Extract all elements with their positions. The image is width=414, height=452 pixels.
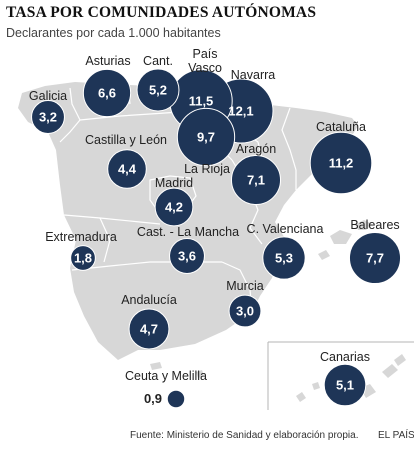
canarias-shape [296,392,306,402]
value-galicia: 3,2 [39,110,57,125]
value-baleares: 7,7 [366,251,384,266]
value-asturias: 6,6 [98,86,116,101]
value-cantabria: 5,2 [149,83,167,98]
baleares-shape [330,230,352,244]
label-ceuta-y-melilla: Ceuta y Melilla [125,369,207,383]
ceuta-melilla-shape [150,362,162,370]
bubble-murcia [228,294,262,328]
bubble-castilla-la-mancha [169,238,205,274]
baleares-shape [356,220,372,230]
bubble-canarias [323,363,367,407]
bubble-cataluna [309,131,373,195]
label-madrid: Madrid [155,176,193,190]
label-line-pais-vasco: País [192,47,217,61]
label-cataluna: Cataluña [316,120,366,134]
bubble-la-rioja [176,107,236,167]
bubble-asturias [82,68,132,118]
value-navarra: 12,1 [228,104,253,119]
label-cantabria: Cant. [143,54,173,68]
bubble-extremadura [70,245,96,271]
baleares-shape [318,250,330,260]
label-c-valenciana: C. Valenciana [247,222,324,236]
value-castilla-la-mancha: 3,6 [178,249,196,264]
value-castilla-y-leon: 4,4 [118,162,137,177]
value-c-valenciana: 5,3 [275,251,293,266]
bubble-cantabria [136,68,180,112]
bubble-aragon [230,154,282,206]
value-andalucia: 4,7 [140,322,158,337]
value-canarias: 5,1 [336,378,354,393]
bubble-galicia [31,100,65,134]
label-castilla-y-leon: Castilla y León [85,133,167,147]
peninsula-shape [18,82,358,360]
bubble-c-valenciana [262,236,306,280]
value-pais-vasco: 11,5 [189,94,214,109]
source-note: Fuente: Ministerio de Sanidad y elaborac… [130,430,359,441]
bubble-ceuta-y-melilla [166,389,186,409]
map-title: TASA POR COMUNIDADES AUTÓNOMAS [6,4,317,21]
bubble-baleares [348,231,402,285]
label-aragon: Aragón [236,142,276,156]
label-andalucia: Andalucía [121,293,177,307]
value-madrid: 4,2 [165,200,183,215]
value-aragon: 7,1 [247,173,265,188]
label-baleares: Baleares [350,218,399,232]
label-line-pais-vasco: Vasco [188,61,222,75]
map-subtitle: Declarantes por cada 1.000 habitantes [6,26,221,40]
canarias-shape [394,354,406,366]
value-la-rioja: 9,7 [197,130,215,145]
value-extremadura: 1,8 [74,251,92,266]
canarias-shape [382,364,398,378]
publisher-brand: EL PAÍS [378,430,414,441]
label-castilla-la-mancha: Cast. - La Mancha [137,225,239,239]
value-murcia: 3,0 [236,304,254,319]
value-cataluna: 11,2 [329,156,354,171]
label-asturias: Asturias [85,54,130,68]
label-la-rioja: La Rioja [184,162,230,176]
label-murcia: Murcia [226,279,264,293]
label-galicia: Galicia [29,89,67,103]
label-navarra: Navarra [231,68,276,82]
label-canarias: Canarias [320,350,370,364]
label-extremadura: Extremadura [45,230,117,244]
canarias-shape [312,382,320,390]
bubble-castilla-y-leon [107,149,147,189]
bubble-andalucia [128,308,170,350]
ceuta-melilla-shape [196,370,204,378]
label-layer: Galicia Asturias Cant. País Vasco Navarra La R… [29,47,400,383]
bubble-madrid [154,187,194,227]
bubble-layer: 3,2 6,6 5,2 11,5 12,1 9,7 4,4 7,1 11,2 4,2 1,8 3,6 5… [31,68,402,409]
value-ceuta-y-melilla: 0,9 [144,391,162,406]
label-pais-vasco: País Vasco [188,47,222,75]
